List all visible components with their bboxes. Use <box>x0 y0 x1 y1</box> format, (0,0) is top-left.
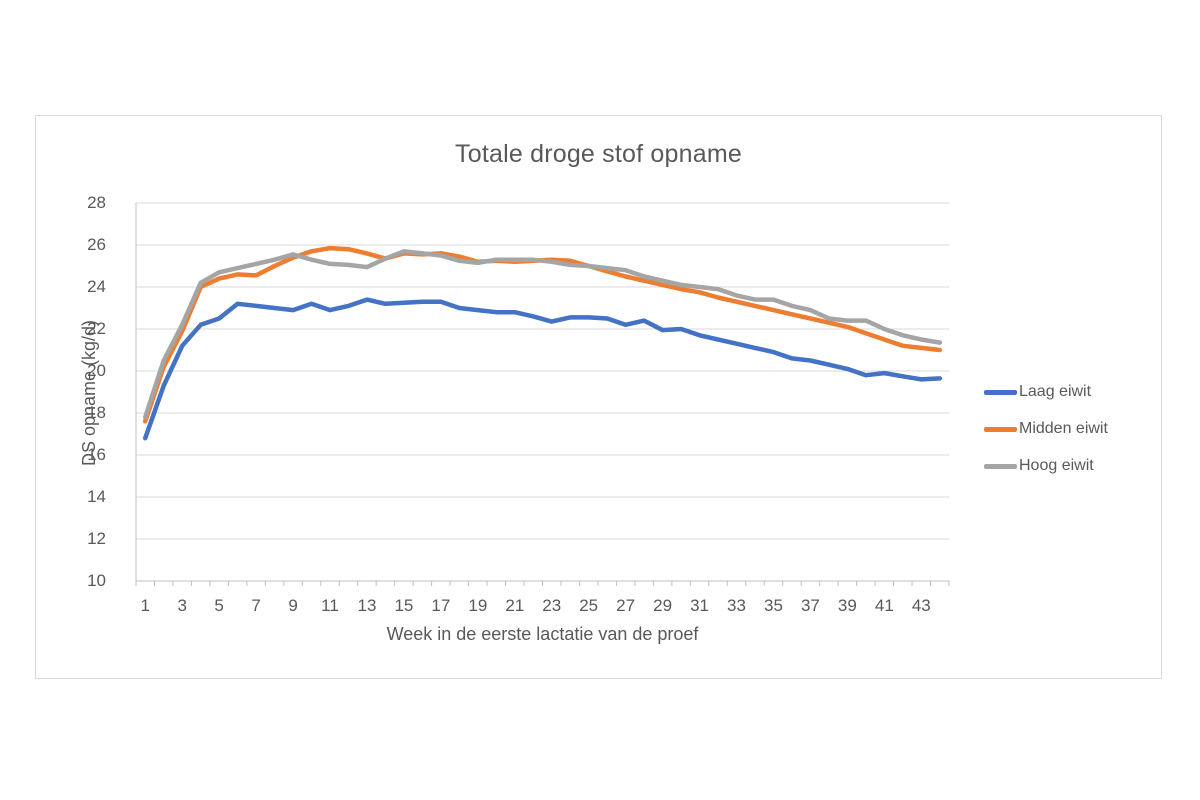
x-tick-label: 13 <box>357 596 377 615</box>
y-tick-label: 28 <box>87 193 106 212</box>
legend-swatch-midden-eiwit <box>984 426 1017 432</box>
series-line-midden-eiwit <box>142 245 943 424</box>
x-tick-label: 21 <box>505 596 525 615</box>
x-tick-label: 7 <box>251 596 261 615</box>
x-tick-label: 3 <box>177 596 187 615</box>
x-tick-label: 43 <box>911 596 931 615</box>
x-axis-title: Week in de eerste lactatie van de proef <box>386 624 699 644</box>
legend-item-laag-eiwit: Laag eiwit <box>984 382 1091 402</box>
y-tick-label: 12 <box>87 529 106 548</box>
x-tick-label: 11 <box>321 596 339 615</box>
legend-swatch-hoog-eiwit <box>984 463 1017 469</box>
series-line-hoog-eiwit <box>142 249 943 420</box>
chart-title: Totale droge stof opname <box>455 140 742 168</box>
y-tick-label: 16 <box>87 445 106 464</box>
y-axis-title: DS opname (kg/d) <box>79 319 99 467</box>
x-tick-label: 19 <box>468 596 488 615</box>
y-tick-label: 24 <box>87 277 106 296</box>
y-tick-label: 20 <box>87 361 106 380</box>
x-tick-label: 23 <box>542 596 562 615</box>
y-tick-label: 26 <box>87 235 106 254</box>
x-tick-label: 33 <box>727 596 746 615</box>
y-tick-label: 22 <box>87 319 106 338</box>
legend-label: Laag eiwit <box>1019 383 1092 400</box>
y-tick-label: 18 <box>87 403 106 422</box>
y-tick-label: 10 <box>87 571 106 590</box>
x-tick-label: 41 <box>874 596 894 615</box>
x-tick-label: 1 <box>140 596 150 615</box>
series-line-laag-eiwit <box>142 297 943 441</box>
x-tick-label: 15 <box>394 596 414 615</box>
x-tick-label: 9 <box>288 596 298 615</box>
x-tick-label: 29 <box>653 596 673 615</box>
x-tick-label: 5 <box>214 596 224 615</box>
legend-label: Hoog eiwit <box>1019 457 1094 474</box>
x-tick-label: 31 <box>690 596 709 615</box>
legend-item-midden-eiwit: Midden eiwit <box>984 419 1108 439</box>
x-tick-label: 25 <box>579 596 599 615</box>
x-tick-label: 27 <box>616 596 636 615</box>
x-tick-label: 17 <box>431 596 451 615</box>
x-tick-label: 35 <box>763 596 783 615</box>
y-tick-label: 14 <box>87 487 106 506</box>
plot-area <box>135 202 950 586</box>
x-tick-label: 37 <box>800 596 820 615</box>
legend-swatch-laag-eiwit <box>984 389 1017 395</box>
x-tick-label: 39 <box>837 596 857 615</box>
chart-area: Totale droge stof opname 10 12 14 16 18 20 22 2… <box>35 115 1162 679</box>
legend-label: Midden eiwit <box>1019 420 1108 437</box>
legend-item-hoog-eiwit: Hoog eiwit <box>984 456 1094 476</box>
